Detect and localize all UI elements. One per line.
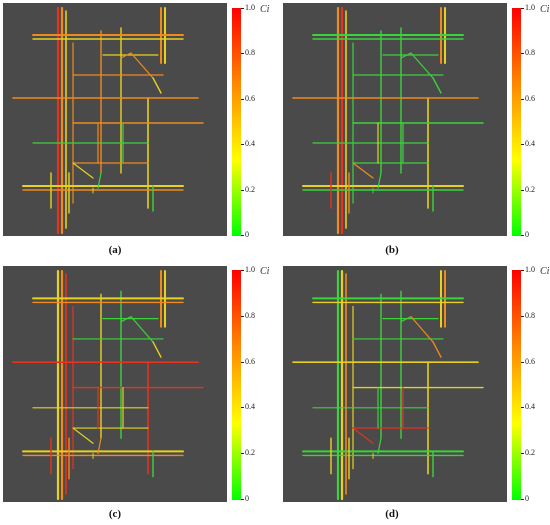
colorbar-tick-mark (521, 98, 524, 100)
road-network-c (12, 269, 204, 501)
map-b (283, 3, 507, 236)
colorbar-tick-mark (521, 407, 524, 409)
colorbar-tick-mark (521, 189, 524, 191)
panel-a: (a) 1.0 0.8 0.6 0.4 0.2 0 Ci (0, 0, 275, 262)
road-network-a (12, 6, 204, 235)
road-segment (377, 437, 382, 454)
colorbar-tick-label: 0.6 (525, 93, 535, 103)
colorbar-tick-mark (241, 499, 244, 500)
colorbar-tick-label: 0.8 (525, 310, 535, 320)
colorbar-tick-label: 0.6 (525, 356, 535, 366)
colorbar-tick-label: 0.6 (245, 93, 255, 103)
colorbar-tick-mark (241, 189, 244, 191)
colorbar-tick-mark (521, 499, 524, 500)
panel-d: (d) 1.0 0.8 0.6 0.4 0.2 0 Ci (275, 262, 550, 525)
road-segment (400, 52, 412, 59)
colorbar-tick-mark (521, 270, 524, 271)
colorbar-tick-label: 0.8 (525, 48, 535, 58)
colorbar-tick-mark (241, 53, 244, 55)
colorbar-label: Ci (260, 266, 270, 277)
road-segment (400, 316, 412, 323)
colorbar-tick-mark (241, 361, 244, 363)
road-network-d (292, 269, 484, 501)
panel-c: (c) 1.0 0.8 0.6 0.4 0.2 0 Ci (0, 262, 275, 525)
colorbar-tick-label: 0.4 (245, 402, 255, 412)
road-segment (152, 77, 162, 94)
colorbar-tick-label: 0 (525, 230, 529, 239)
colorbar-tick-mark (241, 315, 244, 317)
road-segment (130, 52, 154, 79)
road-segment (120, 52, 132, 59)
road-segment (352, 162, 374, 179)
colorbar-tick-mark (241, 8, 244, 9)
colorbar-tick-mark (241, 144, 244, 146)
colorbar-a (232, 8, 241, 236)
colorbar-tick-label: 0.2 (245, 448, 255, 458)
road-segment (377, 172, 382, 189)
road-segment (120, 316, 132, 323)
colorbar-tick-label: 0.4 (525, 139, 535, 149)
road-network-b (292, 6, 484, 235)
road-segment (152, 341, 162, 358)
colorbar-tick-mark (241, 98, 244, 100)
colorbar-tick-label: 0.8 (245, 310, 255, 320)
caption-a: (a) (108, 244, 122, 256)
colorbar-tick-mark (521, 53, 524, 55)
colorbar-tick-mark (241, 407, 244, 409)
colorbar-d (512, 270, 521, 500)
map-a (3, 3, 227, 236)
colorbar-tick-label: 1.0 (245, 3, 255, 12)
colorbar-tick-label: 1.0 (525, 3, 535, 12)
caption-c: (c) (108, 508, 122, 520)
colorbar-tick-label: 0.2 (525, 184, 535, 194)
colorbar-tick-label: 0 (245, 230, 249, 239)
panel-b: (b) 1.0 0.8 0.6 0.4 0.2 0 Ci (275, 0, 550, 262)
colorbar-tick-mark (241, 235, 244, 236)
colorbar-label: Ci (540, 266, 550, 277)
colorbar-tick-mark (521, 361, 524, 363)
map-c (3, 266, 227, 502)
road-segment (130, 316, 154, 343)
colorbar-tick-label: 0.6 (245, 356, 255, 366)
colorbar-tick-label: 0.4 (245, 139, 255, 149)
caption-d: (d) (385, 508, 399, 520)
colorbar-tick-mark (241, 453, 244, 455)
colorbar-tick-label: 0.8 (245, 48, 255, 58)
road-segment (97, 172, 102, 189)
colorbar-c (232, 270, 241, 500)
caption-b: (b) (385, 244, 399, 256)
road-segment (97, 437, 102, 454)
colorbar-tick-mark (241, 270, 244, 271)
colorbar-tick-label: 0.2 (245, 184, 255, 194)
road-segment (72, 427, 94, 444)
colorbar-tick-mark (521, 453, 524, 455)
road-segment (410, 52, 434, 79)
colorbar-label: Ci (260, 4, 270, 15)
colorbar-label: Ci (540, 4, 550, 15)
colorbar-tick-label: 0.2 (525, 448, 535, 458)
colorbar-tick-label: 1.0 (525, 265, 535, 274)
map-d (283, 266, 507, 502)
road-segment (352, 427, 374, 444)
road-segment (72, 162, 94, 179)
colorbar-tick-mark (521, 235, 524, 236)
colorbar-b (512, 8, 521, 236)
colorbar-tick-mark (521, 315, 524, 317)
colorbar-tick-mark (521, 144, 524, 146)
colorbar-tick-label: 1.0 (245, 265, 255, 274)
colorbar-tick-mark (521, 8, 524, 9)
colorbar-tick-label: 0.4 (525, 402, 535, 412)
road-segment (432, 341, 442, 358)
colorbar-tick-label: 0 (525, 494, 529, 503)
colorbar-tick-label: 0 (245, 494, 249, 503)
road-segment (410, 316, 434, 343)
road-segment (432, 77, 442, 94)
